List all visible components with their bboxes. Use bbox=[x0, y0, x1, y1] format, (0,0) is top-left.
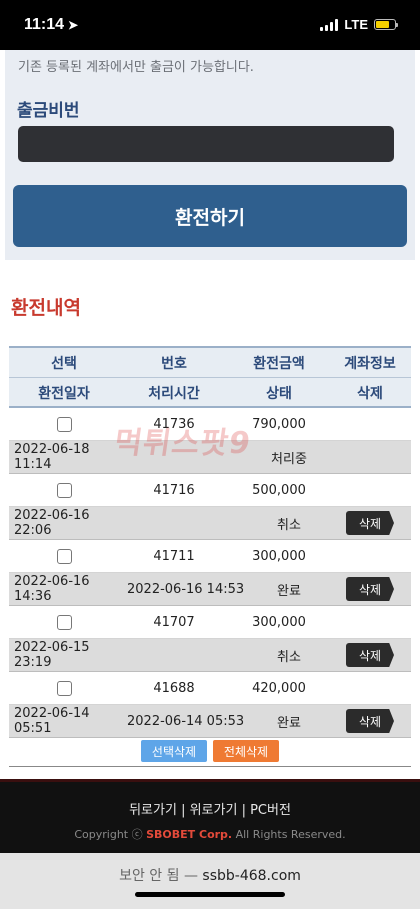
exchange-button[interactable]: 환전하기 bbox=[13, 185, 407, 247]
header-status: 상태 bbox=[266, 385, 292, 402]
status-indicators: LTE bbox=[320, 17, 398, 32]
row-processed-time: 2022-06-16 14:53 bbox=[127, 581, 245, 597]
header-account-info: 계좌정보 bbox=[344, 355, 396, 372]
row-status: 완료 bbox=[277, 583, 301, 599]
row-date: 2022-06-14 05:51 bbox=[14, 706, 90, 736]
row-amount: 790,000 bbox=[252, 416, 306, 432]
site-footer: 뒤로가기 | 위로가기 | PC버전 Copyright ⓒ SBOBET Co… bbox=[0, 779, 420, 853]
security-status: 보안 안 됨 bbox=[119, 868, 180, 884]
table-row: 41736 790,000 bbox=[9, 408, 411, 441]
header-date: 환전일자 bbox=[38, 385, 90, 402]
footer-divider: | bbox=[181, 803, 190, 818]
table-row: 41716 500,000 bbox=[9, 474, 411, 507]
back-link[interactable]: 뒤로가기 bbox=[129, 803, 177, 818]
top-link[interactable]: 위로가기 bbox=[189, 803, 238, 818]
status-bar: 11:14 ➤ LTE bbox=[0, 0, 420, 50]
row-amount: 300,000 bbox=[252, 614, 306, 630]
table-row-detail: 2022-06-15 23:19 취소 삭제 bbox=[9, 639, 411, 672]
table-row: 41688 420,000 bbox=[9, 672, 411, 705]
row-checkbox[interactable] bbox=[56, 680, 72, 696]
row-amount: 300,000 bbox=[252, 548, 306, 564]
table-row-detail: 2022-06-14 05:51 2022-06-14 05:53 완료 삭제 bbox=[9, 705, 411, 738]
location-arrow-icon: ➤ bbox=[68, 18, 79, 32]
account-notice: 기존 등록된 계좌에서만 출금이 가능합니다. bbox=[18, 60, 254, 75]
home-indicator[interactable] bbox=[135, 892, 285, 897]
row-date: 2022-06-15 23:19 bbox=[14, 640, 90, 670]
footer-divider: | bbox=[241, 803, 251, 818]
select-delete-button[interactable]: 선택삭제 bbox=[141, 740, 207, 762]
row-checkbox[interactable] bbox=[56, 548, 72, 564]
withdraw-password-label: 출금비번 bbox=[17, 101, 80, 121]
table-row: 41711 300,000 bbox=[9, 540, 411, 573]
row-delete-button[interactable]: 삭제 bbox=[346, 643, 394, 667]
network-type: LTE bbox=[344, 17, 368, 32]
table-header: 선택 번호 환전금액 계좌정보 환전일자 처리시간 상태 삭제 bbox=[9, 346, 411, 408]
pc-version-link[interactable]: PC버전 bbox=[250, 803, 291, 818]
battery-icon bbox=[374, 19, 398, 30]
table-row-detail: 2022-06-16 14:36 2022-06-16 14:53 완료 삭제 bbox=[9, 573, 411, 606]
table-actions: 선택삭제 전체삭제 bbox=[9, 736, 411, 767]
row-amount: 420,000 bbox=[252, 680, 306, 696]
url-text: ssbb-468.com bbox=[202, 868, 301, 884]
footer-links: 뒤로가기 | 위로가기 | PC버전 bbox=[0, 799, 420, 818]
table-row-detail: 2022-06-18 11:14 처리중 bbox=[9, 441, 411, 474]
row-delete-button[interactable]: 삭제 bbox=[346, 577, 394, 601]
history-title: 환전내역 bbox=[11, 297, 81, 319]
row-status: 취소 bbox=[277, 649, 301, 665]
signal-bars-icon bbox=[320, 18, 339, 31]
row-status: 완료 bbox=[277, 715, 301, 731]
clock: 11:14 ➤ bbox=[24, 16, 79, 33]
header-amount: 환전금액 bbox=[253, 355, 305, 372]
row-date: 2022-06-16 14:36 bbox=[14, 574, 90, 604]
copyright: Copyright ⓒ SBOBET Corp. All Rights Rese… bbox=[74, 828, 346, 841]
brand-name: SBOBET Corp. bbox=[146, 828, 233, 841]
row-delete-button[interactable]: 삭제 bbox=[346, 709, 394, 733]
row-status: 취소 bbox=[277, 517, 301, 533]
row-amount: 500,000 bbox=[252, 482, 306, 498]
row-delete-button[interactable]: 삭제 bbox=[346, 511, 394, 535]
row-number: 41716 bbox=[153, 482, 195, 498]
withdraw-password-input[interactable] bbox=[18, 126, 394, 162]
table-row-detail: 2022-06-16 22:06 취소 삭제 bbox=[9, 507, 411, 540]
header-processed-time: 처리시간 bbox=[148, 385, 200, 402]
history-table: 선택 번호 환전금액 계좌정보 환전일자 처리시간 상태 삭제 41736 79… bbox=[9, 346, 411, 766]
row-date: 2022-06-16 22:06 bbox=[14, 508, 90, 538]
row-number: 41688 bbox=[153, 680, 195, 696]
url-display[interactable]: 보안 안 됨 — ssbb-468.com bbox=[119, 868, 301, 884]
row-number: 41707 bbox=[153, 614, 195, 630]
row-checkbox[interactable] bbox=[56, 614, 72, 630]
table-row: 41707 300,000 bbox=[9, 606, 411, 639]
table-body[interactable]: 41736 790,000 2022-06-18 11:14 처리중 41716… bbox=[9, 408, 411, 766]
row-number: 41736 bbox=[153, 416, 195, 432]
row-checkbox[interactable] bbox=[56, 482, 72, 498]
header-number: 번호 bbox=[161, 355, 187, 372]
row-checkbox[interactable] bbox=[56, 416, 72, 432]
header-select: 선택 bbox=[51, 355, 77, 372]
watermark-logo: 먹튀스팟9 bbox=[112, 426, 254, 461]
header-delete: 삭제 bbox=[357, 385, 383, 402]
row-processed-time: 2022-06-14 05:53 bbox=[127, 713, 245, 729]
row-status: 처리중 bbox=[271, 451, 307, 467]
row-date: 2022-06-18 11:14 bbox=[14, 442, 90, 472]
browser-address-bar[interactable]: 보안 안 됨 — ssbb-468.com bbox=[0, 853, 420, 909]
withdraw-form: 기존 등록된 계좌에서만 출금이 가능합니다. 출금비번 환전하기 bbox=[5, 50, 415, 260]
delete-all-button[interactable]: 전체삭제 bbox=[213, 740, 279, 762]
row-number: 41711 bbox=[153, 548, 195, 564]
